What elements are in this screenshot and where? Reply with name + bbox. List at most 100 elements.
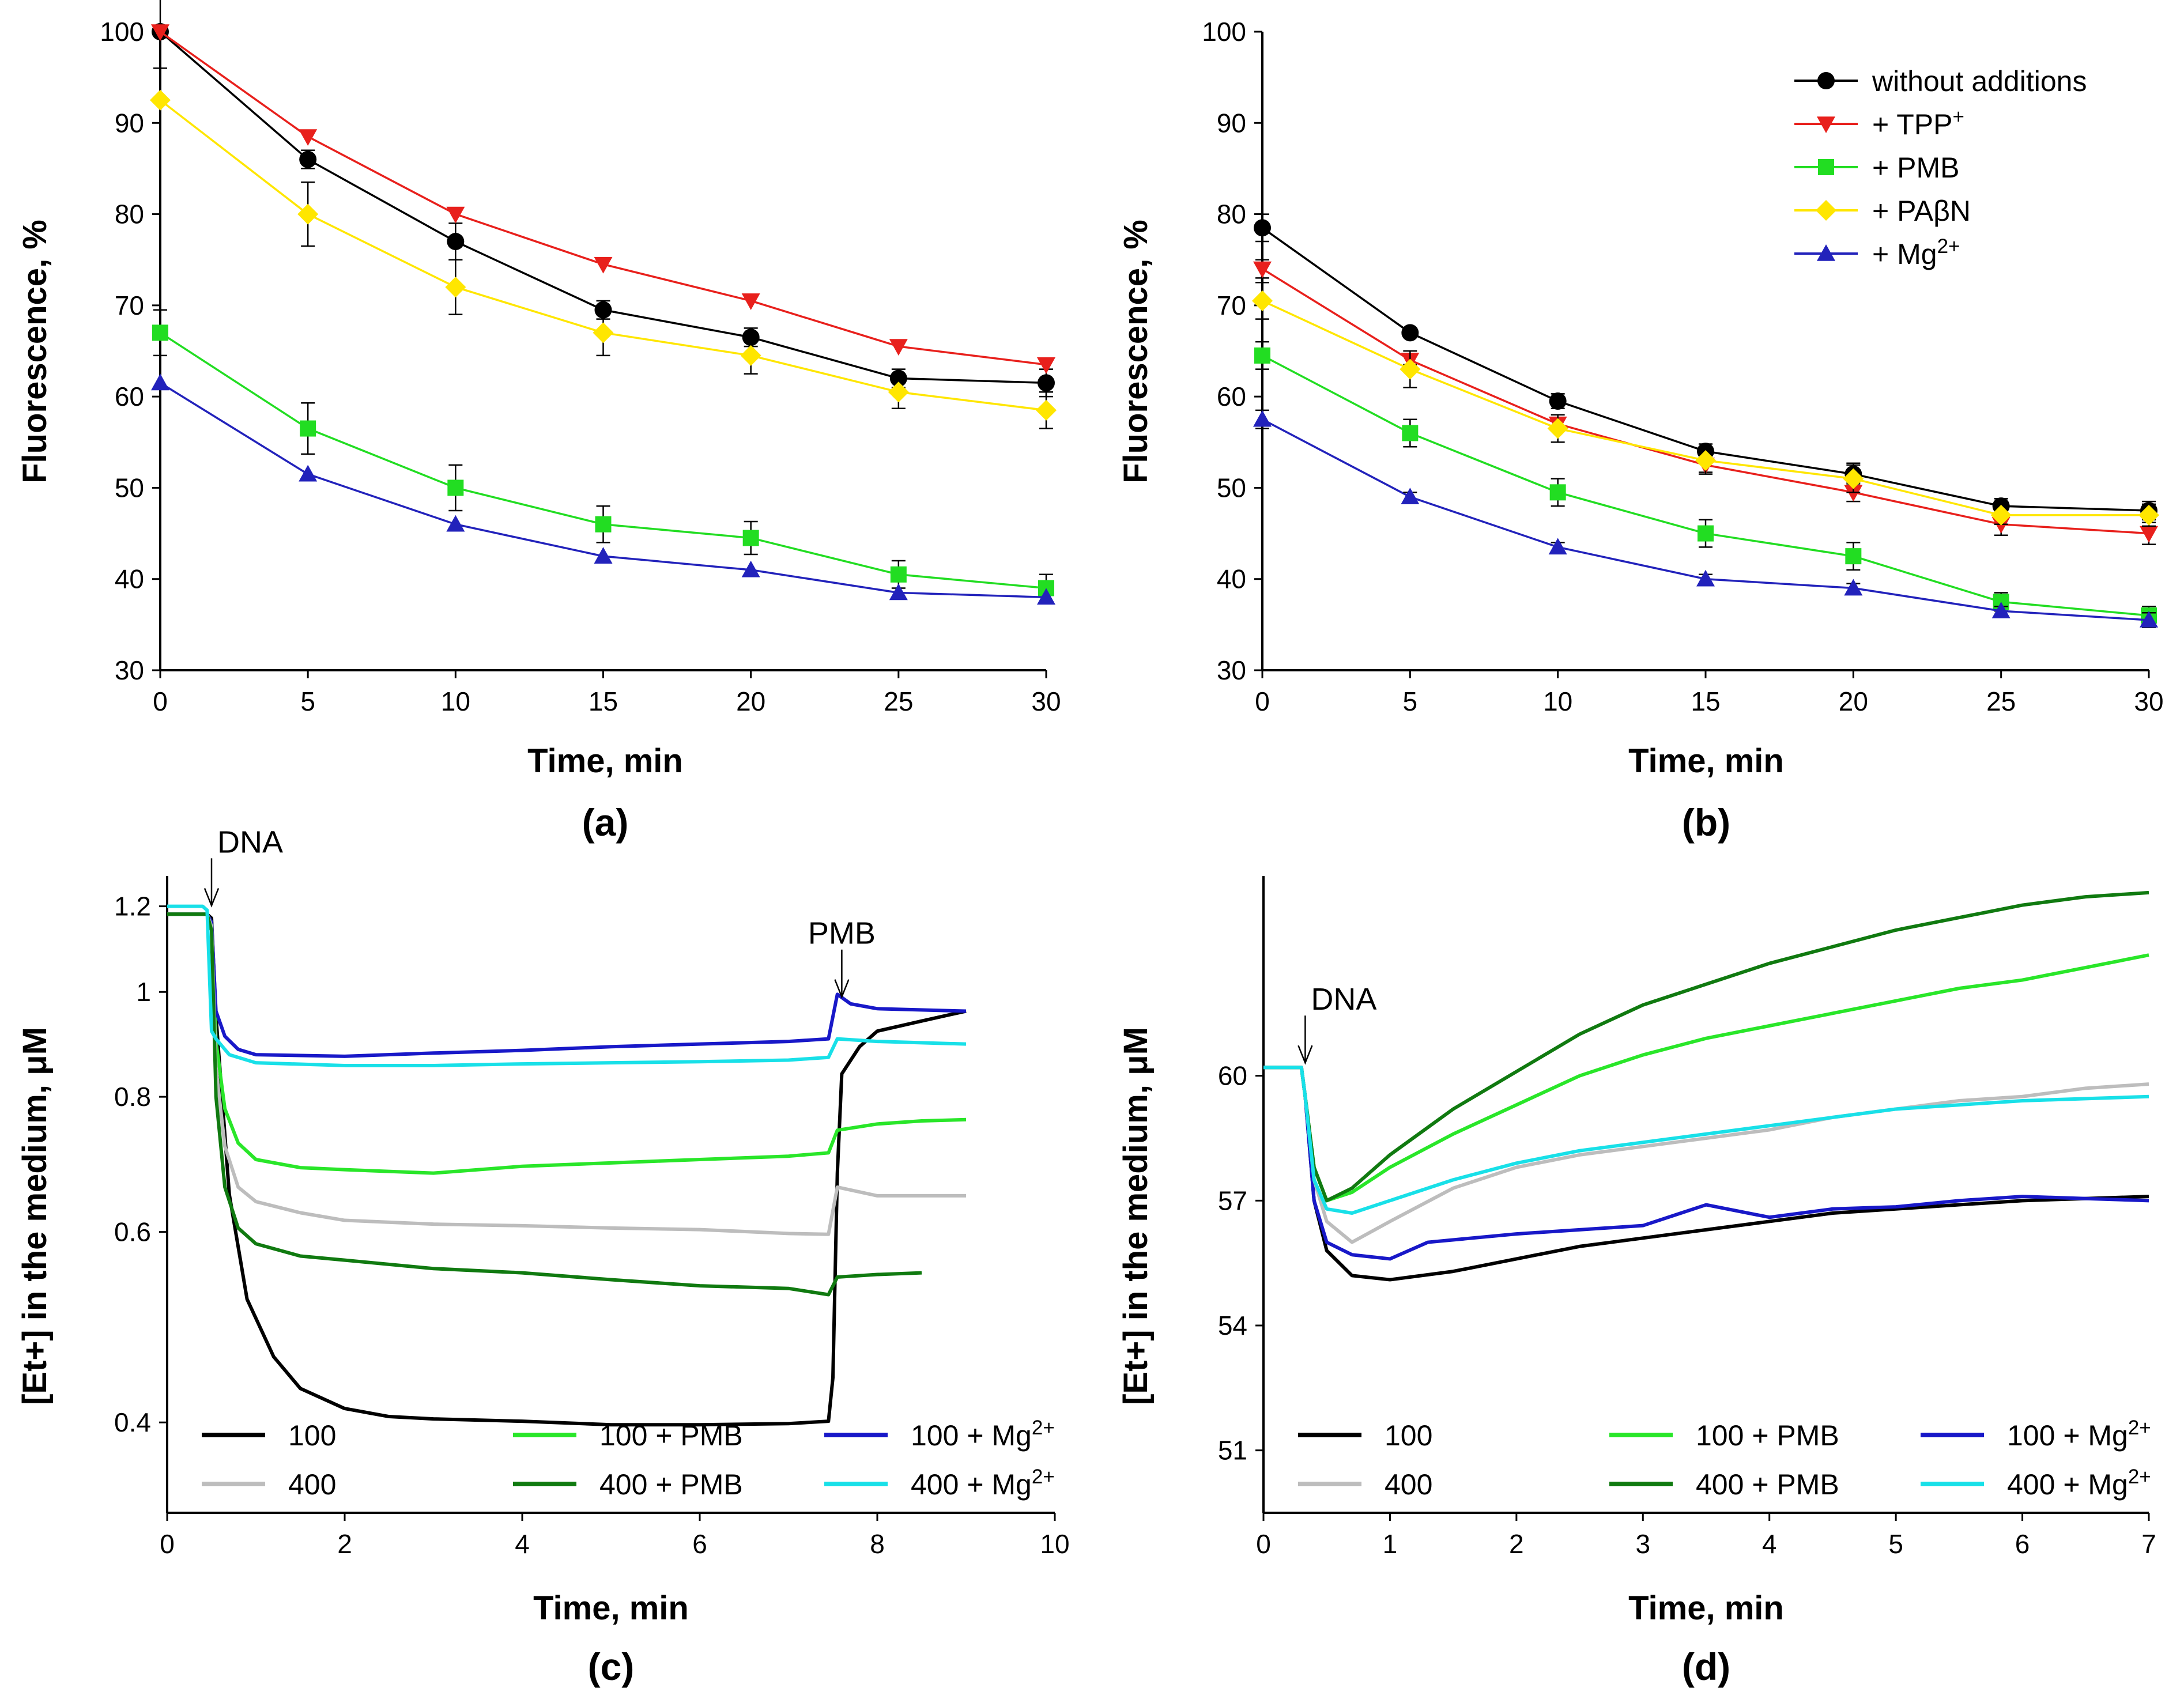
y-tick-label: 40 (115, 564, 144, 594)
x-tick-label: 20 (1839, 686, 1868, 716)
y-tick-label: 51 (1218, 1436, 1247, 1466)
y-axis-label: [Et+] in the medium, μM (16, 1027, 54, 1405)
data-point (593, 322, 614, 343)
annotation-label: DNA (1311, 982, 1376, 1017)
data-point (1695, 450, 1716, 471)
x-axis-label: Time, min (1628, 1589, 1784, 1627)
data-point (447, 233, 465, 251)
annotation-arrow (834, 949, 850, 999)
series-d-2 (1263, 1066, 2149, 1261)
y-tick-label: 0.6 (114, 1217, 151, 1247)
series-c-5 (167, 904, 967, 1067)
series-d-0 (1263, 1066, 2149, 1282)
x-tick-label: 30 (1031, 686, 1061, 716)
series-line (1262, 300, 2149, 516)
x-tick-label: 1 (1383, 1529, 1398, 1559)
series-line (1263, 953, 2149, 1203)
legend-label: without additions (1872, 65, 2087, 97)
data-point (447, 479, 464, 496)
y-tick-label: 57 (1218, 1185, 1247, 1215)
series-line (1263, 890, 2149, 1203)
data-point (741, 293, 760, 310)
legend-label: 100 (1385, 1419, 1432, 1452)
data-point (1549, 392, 1567, 410)
panel-label: (d) (1682, 1645, 1730, 1688)
y-tick-label: 54 (1218, 1311, 1247, 1340)
data-point (299, 129, 318, 146)
data-point (1252, 290, 1273, 311)
series-a-4 (151, 373, 1055, 605)
x-tick-label: 20 (736, 686, 765, 716)
data-point (1253, 410, 1272, 427)
annotation-arrow (203, 858, 220, 908)
x-tick-label: 6 (692, 1529, 707, 1559)
x-tick-label: 2 (337, 1529, 352, 1559)
data-point (446, 206, 465, 224)
x-tick-label: 7 (2141, 1529, 2156, 1559)
data-point (1036, 399, 1057, 421)
data-point (741, 560, 760, 577)
data-point (1037, 357, 1055, 374)
y-tick-label: 70 (1217, 290, 1246, 320)
data-point (1696, 569, 1715, 587)
x-tick-label: 10 (1543, 686, 1572, 716)
data-point (1038, 374, 1055, 392)
data-point (1548, 538, 1567, 555)
series-d-1 (1263, 953, 2149, 1203)
data-point (890, 566, 907, 583)
legend-label: 100 + Mg2+ (2007, 1417, 2151, 1452)
data-point (1990, 504, 2012, 526)
series-c-3 (167, 912, 966, 1236)
annotation-label: DNA (217, 825, 283, 859)
data-point (1549, 484, 1566, 501)
panel-label: (b) (1682, 801, 1730, 844)
series-line (167, 912, 966, 1236)
series-line (1263, 1066, 2149, 1282)
y-tick-label: 90 (115, 108, 144, 138)
annotation-label: PMB (808, 916, 876, 951)
y-tick-label: 40 (1217, 564, 1246, 594)
series-a-1 (151, 24, 1055, 374)
legend-marker (1817, 72, 1835, 89)
data-point (889, 339, 908, 356)
x-tick-label: 0 (153, 686, 168, 716)
x-tick-label: 25 (1986, 686, 2016, 716)
x-tick-label: 25 (884, 686, 913, 716)
data-point (740, 345, 761, 366)
legend-label: 400 (1385, 1468, 1432, 1501)
y-axis-label: Fluorescence, % (16, 220, 54, 484)
x-tick-label: 0 (1256, 1529, 1271, 1559)
x-tick-label: 0 (160, 1529, 175, 1559)
x-tick-label: 10 (1040, 1529, 1069, 1559)
data-point (1254, 347, 1270, 364)
y-tick-label: 80 (115, 199, 144, 229)
y-tick-label: 30 (1217, 655, 1246, 685)
legend-label: 100 + PMB (599, 1419, 743, 1452)
series-line (1262, 268, 2149, 535)
series-b-3 (1252, 282, 2159, 527)
x-tick-label: 4 (515, 1529, 530, 1559)
data-point (150, 89, 171, 111)
data-point (595, 516, 612, 533)
series-b-1 (1253, 259, 2158, 545)
x-tick-label: 8 (870, 1529, 885, 1559)
legend-marker (1816, 200, 1836, 221)
data-point (1401, 488, 1420, 505)
chart-panel-d: 0 1 2 3 4 5 6 7 51 54 57 60 Time, min [Et+] in the me… (1117, 876, 2156, 1688)
chart-panel-c: 0 2 4 6 8 10 0.4 0.6 0.8 1 1.2 Time, min [Et+] in th… (16, 825, 1070, 1688)
y-tick-label: 0.8 (114, 1082, 151, 1112)
y-tick-label: 100 (100, 17, 144, 47)
y-tick-label: 100 (1202, 17, 1246, 47)
y-tick-label: 0.4 (114, 1407, 151, 1437)
data-point (445, 277, 466, 298)
data-point (594, 256, 613, 274)
x-tick-label: 5 (1888, 1529, 1903, 1559)
x-tick-label: 3 (1635, 1529, 1650, 1559)
x-tick-label: 4 (1762, 1529, 1777, 1559)
data-point (299, 150, 317, 168)
y-tick-label: 60 (1217, 382, 1246, 411)
series-b-4 (1253, 409, 2158, 628)
data-point (1037, 588, 1055, 605)
data-point (297, 203, 319, 225)
